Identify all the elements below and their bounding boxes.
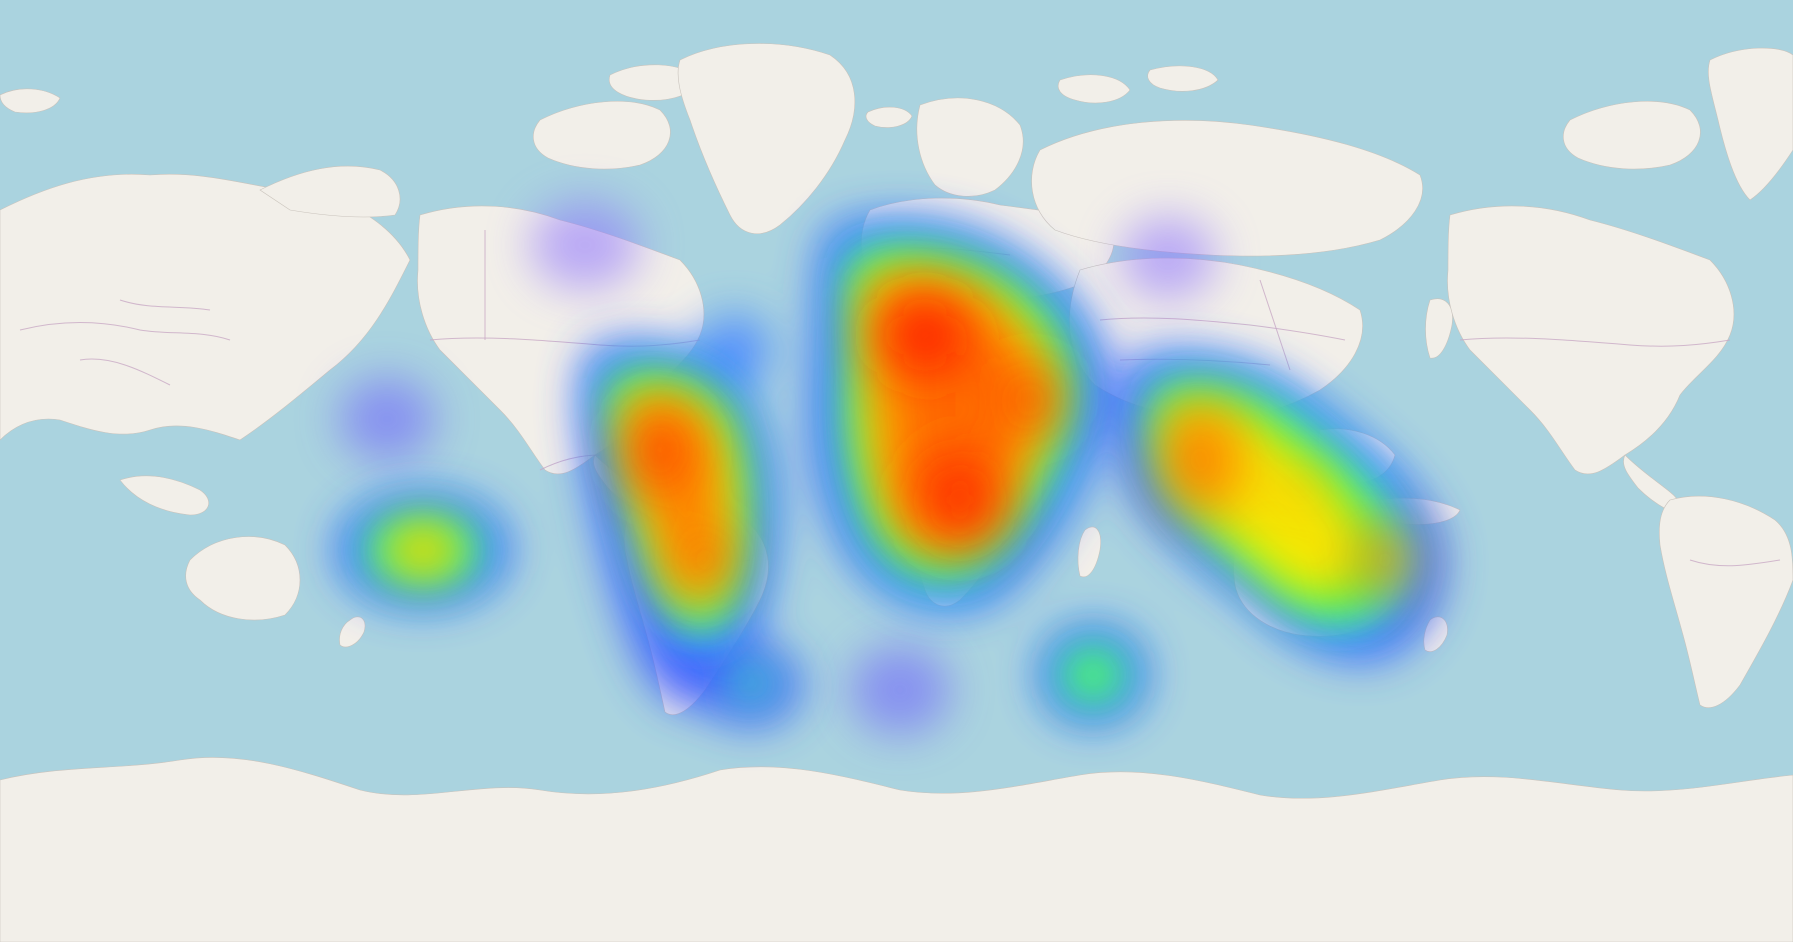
heat-red-europe	[877, 293, 973, 377]
heat-red-africa	[912, 450, 1008, 550]
heat-green-south-america-tip	[730, 665, 774, 701]
heat-green-indian-ocean	[1065, 650, 1121, 700]
heat-orange-asia-west	[1160, 405, 1240, 515]
heat-red-south-america	[683, 532, 727, 588]
heat-orange-polynesia	[401, 536, 445, 564]
heat-halo-canada	[530, 200, 640, 290]
heat-halo-russia	[1120, 216, 1216, 300]
heat-red-group	[630, 293, 1060, 588]
heat-orange-australia	[1357, 522, 1413, 598]
heatmap-layer	[338, 200, 1442, 735]
heat-blue-north-atlantic	[700, 315, 770, 385]
heat-red-north-america	[630, 405, 690, 495]
land-layer-west-copy	[0, 88, 411, 648]
heat-halo-group	[339, 200, 1216, 735]
heat-red-middle-east	[1000, 370, 1060, 430]
heat-halo-north-pacific	[339, 377, 435, 461]
land-layer-antarctica	[0, 757, 1793, 942]
land-layer-americas-east-copy	[1447, 47, 1793, 708]
heat-orange-asia-east	[1282, 470, 1322, 506]
heat-halo-south-atlantic	[850, 645, 950, 735]
